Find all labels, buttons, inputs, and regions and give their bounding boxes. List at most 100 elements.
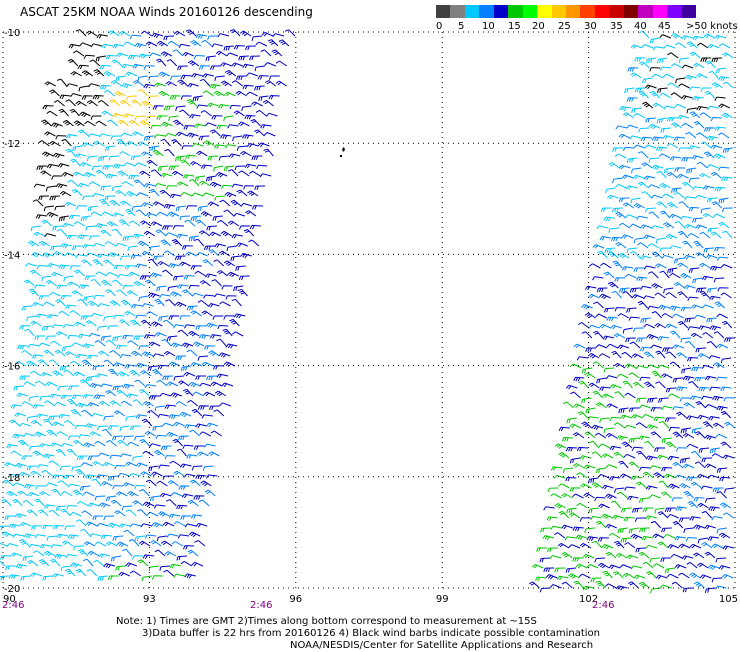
wind-barb <box>637 242 649 249</box>
wind-barb <box>678 572 690 579</box>
wind-barb <box>168 115 179 122</box>
wind-barb <box>10 552 23 558</box>
wind-barb <box>175 131 188 137</box>
wind-barb <box>654 507 665 514</box>
wind-barb <box>73 120 85 127</box>
wind-barb <box>87 133 100 138</box>
wind-barb <box>659 270 670 279</box>
legend-swatch <box>667 5 683 18</box>
wind-barb <box>161 225 173 230</box>
wind-barb <box>225 295 237 300</box>
wind-barb <box>151 471 163 477</box>
wind-barb <box>577 411 589 419</box>
wind-barb <box>597 473 610 479</box>
wind-barb <box>644 440 655 449</box>
wind-barb <box>150 169 162 177</box>
wind-barb <box>12 433 24 439</box>
wind-barb <box>98 502 111 508</box>
wind-barb <box>42 575 53 581</box>
wind-barb <box>148 565 159 572</box>
wind-barb <box>128 119 140 127</box>
wind-barb <box>690 395 702 401</box>
wind-barb <box>55 183 68 189</box>
wind-barb <box>587 352 600 359</box>
wind-barb <box>109 300 121 307</box>
wind-barb <box>108 368 119 377</box>
wind-barb <box>648 157 660 163</box>
wind-barb <box>137 559 149 567</box>
wind-barb <box>60 243 72 249</box>
map-title: ASCAT 25KM NOAA Winds 20160126 descendin… <box>20 5 313 19</box>
wind-barb <box>147 95 159 101</box>
wind-barb <box>692 96 704 101</box>
wind-barb <box>205 55 216 62</box>
wind-barb <box>110 499 122 507</box>
wind-barb <box>61 138 72 147</box>
wind-barb <box>35 485 47 490</box>
wind-barb <box>223 209 235 217</box>
wind-barb <box>175 401 188 407</box>
wind-barb <box>45 279 57 287</box>
wind-barb <box>27 559 39 567</box>
wind-barb <box>678 201 690 209</box>
wind-barb <box>126 95 137 101</box>
wind-barb <box>626 157 638 164</box>
wind-barb <box>135 209 147 217</box>
wind-barb <box>95 223 108 229</box>
wind-barb <box>116 389 128 397</box>
wind-barb <box>154 82 166 88</box>
wind-barb <box>175 355 187 361</box>
wind-barb <box>649 90 660 99</box>
wind-barb <box>223 315 235 320</box>
wind-barb <box>69 310 81 317</box>
wind-barb <box>128 539 140 547</box>
wind-barb <box>641 44 654 49</box>
wind-barb <box>210 381 223 387</box>
wind-barb <box>69 108 80 117</box>
wind-barb <box>96 522 109 527</box>
wind-barb <box>0 525 10 531</box>
wind-barb <box>120 299 132 307</box>
wind-barb <box>176 555 188 561</box>
wind-barb <box>619 473 632 479</box>
wind-barb <box>722 52 734 59</box>
wind-barb <box>195 522 208 528</box>
wind-barb <box>152 368 163 377</box>
wind-barb <box>125 208 136 217</box>
wind-barb <box>644 144 657 149</box>
wind-barb <box>77 333 90 339</box>
legend-label: 10 <box>482 21 495 32</box>
wind-barb <box>132 233 144 239</box>
wind-barb <box>156 535 168 542</box>
wind-barb <box>43 550 56 557</box>
wind-barb <box>112 335 123 342</box>
wind-barb <box>191 465 203 471</box>
wind-barb <box>170 75 181 81</box>
wind-barb <box>64 201 77 207</box>
wind-barb <box>239 30 252 37</box>
wind-barb <box>98 133 111 138</box>
wind-barb <box>91 478 102 487</box>
wind-barb <box>190 310 202 317</box>
wind-barb <box>103 259 115 267</box>
wind-barb <box>173 375 185 381</box>
wind-barb <box>642 77 653 84</box>
wind-barb <box>2 479 14 487</box>
wind-barb <box>615 552 628 559</box>
wind-barb <box>191 192 204 197</box>
wind-barb <box>648 271 659 279</box>
wind-barb <box>87 455 99 461</box>
wind-barb <box>152 201 165 207</box>
wind-barb <box>37 509 49 517</box>
wind-barb <box>172 170 184 177</box>
wind-barb <box>194 175 206 182</box>
wind-barb <box>601 543 614 550</box>
wind-barb <box>168 165 180 171</box>
wind-barb <box>181 145 193 150</box>
wind-barb <box>135 314 147 319</box>
wind-barb <box>98 350 110 357</box>
wind-barb <box>666 171 678 179</box>
wind-barb <box>575 563 588 569</box>
wind-barb <box>677 230 689 239</box>
wind-barb <box>106 119 118 127</box>
